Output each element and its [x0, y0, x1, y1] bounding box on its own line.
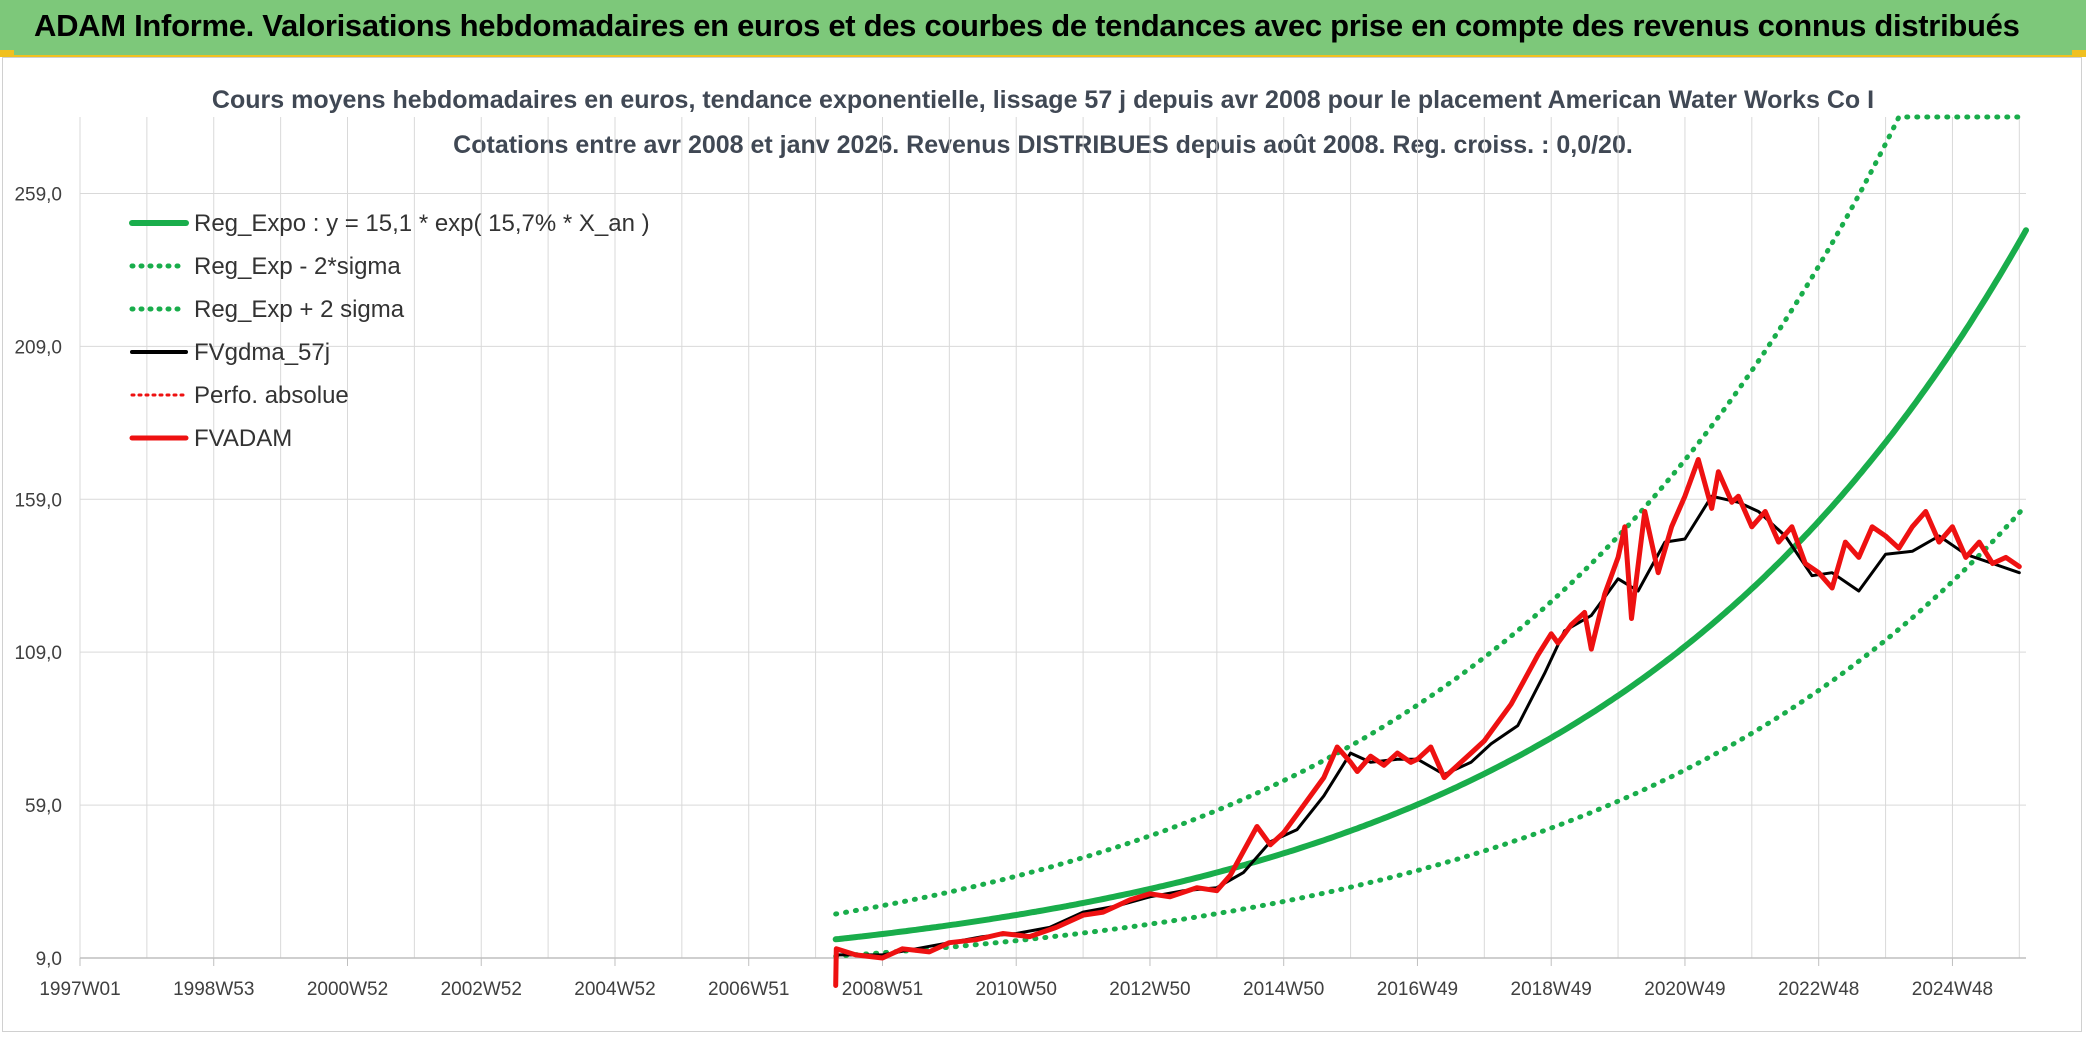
- y-tick-label: 59,0: [25, 796, 62, 817]
- chart-title: Cours moyens hebdomadaires en euros, ten…: [211, 86, 1875, 114]
- chart-frame: [2, 57, 2082, 1032]
- x-tick-label: 2006W51: [708, 979, 789, 1000]
- reg-exp-plus-2sigma-line: [833, 114, 2029, 917]
- x-tick-label: 2020W49: [1644, 979, 1725, 1000]
- x-tick-label: 2010W50: [976, 979, 1057, 1000]
- y-tick-label: 209,0: [14, 337, 62, 358]
- x-tick-label: 2000W52: [307, 979, 388, 1000]
- x-tick-label: 1998W53: [173, 979, 254, 1000]
- corner-marker-left: [0, 50, 14, 57]
- reg-expo-line: [832, 227, 2029, 943]
- x-tick-label: 2024W48: [1912, 979, 1993, 1000]
- gridlines: [79, 117, 2026, 959]
- x-tick-label: 2022W48: [1778, 979, 1859, 1000]
- y-tick-label: 259,0: [14, 184, 62, 205]
- legend-label: FVgdma_57j: [194, 339, 330, 366]
- page-title: ADAM Informe. Valorisations hebdomadaire…: [34, 8, 2020, 43]
- legend: Reg_Expo : y = 15,1 * exp( 15,7% * X_an …: [129, 210, 650, 452]
- x-tick-label: 2014W50: [1243, 979, 1324, 1000]
- x-tick-label: 2018W49: [1511, 979, 1592, 1000]
- x-tick-label: 2004W52: [574, 979, 655, 1000]
- x-tick-label: 1997W01: [39, 979, 120, 1000]
- x-tick-label: 2002W52: [441, 979, 522, 1000]
- fvgdma-57j-line: [834, 494, 2021, 957]
- series-layer: [832, 114, 2029, 988]
- legend-label: Perfo. absolue: [194, 382, 349, 409]
- chart-subtitle: Cotations entre avr 2008 et janv 2026. R…: [453, 131, 1633, 159]
- corner-marker-right: [2072, 50, 2086, 57]
- y-tick-label: 9,0: [36, 949, 62, 970]
- legend-label: Reg_Expo : y = 15,1 * exp( 15,7% * X_an …: [194, 210, 650, 237]
- axes: 9,0 59,0 109,0 159,0 209,0 259,0 1997W01 1998W5…: [14, 184, 2026, 1000]
- reg-exp-minus-2sigma-line: [833, 502, 2029, 959]
- x-tick-label: 2016W49: [1377, 979, 1458, 1000]
- legend-label: Reg_Exp - 2*sigma: [194, 253, 401, 280]
- fvadam-line: [833, 457, 2022, 988]
- legend-label: FVADAM: [194, 425, 292, 452]
- x-tick-label: 2008W51: [842, 979, 923, 1000]
- legend-label: Reg_Exp + 2 sigma: [194, 296, 405, 323]
- header-banner: ADAM Informe. Valorisations hebdomadaire…: [0, 0, 2086, 57]
- y-tick-label: 159,0: [14, 490, 62, 511]
- x-tick-label: 2012W50: [1109, 979, 1190, 1000]
- y-tick-label: 109,0: [14, 643, 62, 664]
